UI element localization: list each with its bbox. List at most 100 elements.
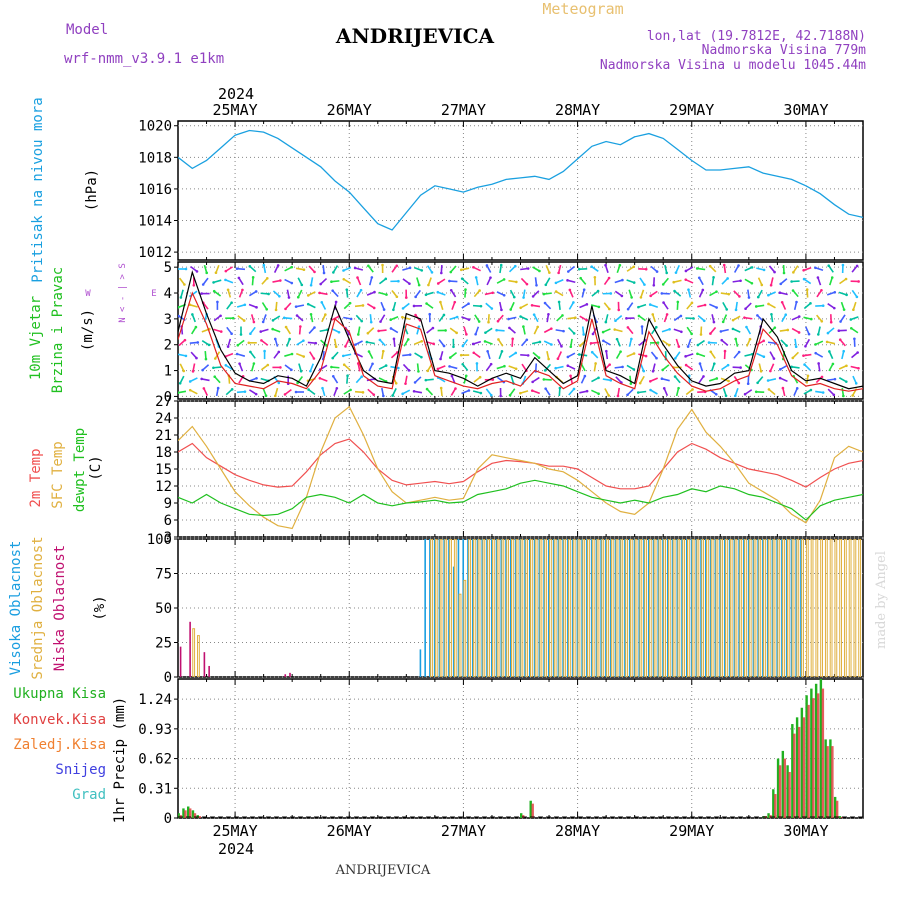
wind-arrow	[721, 364, 729, 371]
wind-arrow	[214, 376, 221, 384]
wind-arrow	[804, 338, 811, 347]
wind-arrow-head	[632, 368, 636, 371]
wind-arrow	[308, 265, 316, 273]
wind-arrow-head	[556, 357, 560, 361]
wind-arrow-head	[554, 366, 557, 370]
wind-arrow-head	[566, 270, 570, 273]
mid-cloud-bar	[796, 539, 800, 677]
temp-unit: (C)	[88, 455, 104, 480]
wind-arrow-head	[531, 380, 534, 384]
wind-arrow-head	[385, 293, 388, 296]
wind-arrow	[804, 364, 811, 371]
mid-cloud-bar	[582, 539, 586, 677]
wind-arrow	[463, 326, 468, 335]
wind-arrow	[817, 363, 821, 372]
high-cloud-bar	[738, 539, 740, 677]
wind-arrow	[841, 351, 845, 360]
mid-cloud-bar	[444, 539, 448, 677]
wind-arrow	[227, 338, 232, 347]
wind-arrow	[616, 264, 621, 274]
wind-arrow-head	[312, 357, 316, 360]
low-cloud-bar	[203, 652, 206, 677]
wind-arrow	[826, 291, 836, 296]
wind-arrow-head	[558, 386, 562, 390]
pressure-unit: (hPa)	[84, 169, 100, 211]
wind-arrow-head	[212, 366, 215, 370]
wind-arrow	[332, 351, 339, 359]
plot-area	[178, 129, 863, 231]
wind-arrow-head	[579, 344, 582, 347]
wind-arrow	[248, 303, 257, 309]
wind-arrow-head	[372, 306, 376, 310]
wind-arrow-head	[572, 332, 576, 335]
wind-arrow	[675, 338, 680, 347]
wind-arrow	[320, 277, 328, 285]
wind-arrow	[852, 375, 857, 384]
wind-arrow-head	[359, 288, 363, 292]
wind-arrow-head	[770, 312, 773, 316]
wind-arrow-head	[449, 288, 453, 292]
wind-arrow	[520, 267, 529, 271]
wind-arrow	[829, 277, 833, 286]
wind-arrow	[686, 326, 693, 335]
wind-arrow-head	[679, 314, 683, 318]
high-cloud-bar	[762, 539, 764, 677]
wind-arrow-head	[337, 330, 341, 334]
wind-arrow	[768, 291, 776, 296]
wind-arrow-head	[609, 379, 613, 382]
wind-arrow-head	[806, 374, 810, 378]
wind-arrow	[534, 277, 538, 286]
wind-arrow	[485, 327, 493, 334]
wind-arrow	[591, 266, 599, 272]
wind-arrow	[343, 389, 352, 395]
dewpt-line	[178, 479, 863, 521]
wind-arrow	[450, 289, 457, 298]
wind-arrow	[437, 365, 446, 370]
wind-arrow	[261, 277, 268, 285]
wind-arrow-head	[490, 307, 494, 310]
wind-arrow-head	[408, 266, 412, 270]
wind-arrow-head	[249, 350, 252, 354]
wind-arrow-head	[781, 386, 785, 390]
wind-arrow-head	[537, 356, 541, 360]
wind-arrow-head	[515, 280, 518, 284]
wind-arrow-head	[779, 282, 783, 286]
wind-arrow	[605, 351, 609, 360]
wind-arrow	[826, 341, 836, 345]
wind-arrow-head	[577, 353, 581, 356]
wind-arrow-head	[615, 337, 619, 341]
wind-arrow-head	[259, 330, 263, 333]
high-cloud-bar	[505, 539, 507, 677]
wind-arrow	[593, 363, 597, 372]
mid-cloud-bar	[815, 539, 819, 677]
wind-arrow	[579, 390, 588, 394]
wind-arrow-head	[216, 300, 219, 304]
wind-arrow-head	[502, 278, 506, 281]
wind-arrow	[473, 266, 481, 272]
wind-arrow	[520, 303, 529, 309]
wind-arrow	[828, 351, 834, 360]
wind-arrow-head	[784, 313, 788, 317]
wind-arrow	[508, 279, 517, 283]
wind-arrow	[236, 267, 246, 271]
wind-arrow-head	[442, 313, 446, 317]
wind-arrow	[614, 315, 623, 322]
wind-arrow-head	[426, 369, 430, 373]
wind-arrow-head	[686, 345, 690, 348]
wind-arrow	[557, 338, 563, 347]
high-cloud-bar	[795, 539, 798, 677]
wind-arrow	[296, 340, 304, 346]
y-tick-label: 0.31	[138, 781, 172, 797]
wind-arrow-head	[709, 350, 713, 354]
wind-arrow-head	[844, 277, 848, 281]
wind-arrow-head	[503, 364, 506, 368]
wind-arrow	[485, 302, 493, 310]
wind-arrow	[791, 315, 800, 321]
precip-panel: 0 0.31 0.62 0.93 1.24	[138, 678, 864, 827]
wind-arrow-head	[544, 283, 548, 287]
wind-arrow	[366, 378, 375, 382]
wind-arrow	[391, 388, 397, 396]
wind-arrow-head	[821, 391, 825, 394]
wind-arrow-head	[478, 289, 481, 292]
wind-arrow-head	[454, 387, 457, 390]
